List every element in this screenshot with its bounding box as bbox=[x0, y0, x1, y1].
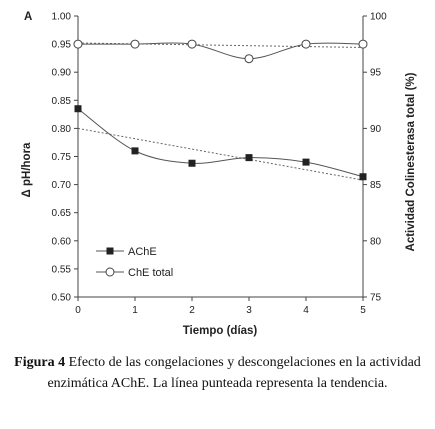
y-tick-label-left: 0.70 bbox=[52, 180, 72, 191]
y-tick-label-left: 0.95 bbox=[52, 40, 72, 51]
y-tick-label-left: 0.90 bbox=[52, 68, 72, 79]
data-point-che bbox=[358, 39, 368, 49]
y-tick-label-left: 0.80 bbox=[52, 124, 72, 135]
x-tick-label: 2 bbox=[189, 305, 195, 316]
y-tick-label-right: 75 bbox=[370, 293, 382, 304]
y-tick-label-right: 100 bbox=[370, 12, 387, 23]
x-tick-label: 5 bbox=[360, 305, 366, 316]
panel-label: A bbox=[24, 11, 32, 23]
legend-label-che: ChE total bbox=[128, 267, 173, 279]
x-axis-title: Tiempo (días) bbox=[183, 325, 258, 337]
y-tick-label-right: 95 bbox=[370, 68, 382, 79]
data-point-che bbox=[130, 39, 140, 49]
data-point-che bbox=[187, 39, 197, 49]
data-point-ache bbox=[245, 154, 253, 162]
series-line-che bbox=[78, 42, 364, 60]
y-tick-label-left: 0.85 bbox=[52, 96, 72, 107]
x-tick-label: 0 bbox=[75, 305, 81, 316]
data-point-ache bbox=[74, 105, 82, 113]
data-point-ache bbox=[188, 159, 196, 167]
chart: A 0.500.550.600.650.700.750.800.850.900.… bbox=[21, 11, 417, 337]
y-tick-label-left: 1.00 bbox=[52, 12, 72, 23]
legend-label-ache: AChE bbox=[128, 246, 157, 258]
y-axis-title-right: Actividad Colinesterasa total (%) bbox=[405, 72, 417, 251]
trend-line-che bbox=[77, 42, 364, 48]
ticks: 0.50 0.55 0.60 0.65 0.70 0.75 0.80 0.85 0.90 0.95… bbox=[52, 12, 388, 317]
legend-marker-ache bbox=[106, 247, 114, 255]
data-point-che bbox=[73, 39, 83, 49]
y-tick-label-left: 0.60 bbox=[52, 236, 72, 247]
data-point-ache bbox=[302, 158, 310, 166]
y-tick-label-right: 80 bbox=[370, 236, 382, 247]
y-tick-label-left: 0.55 bbox=[52, 264, 72, 275]
caption-text: Efecto de las congelaciones y descongela… bbox=[47, 355, 421, 391]
x-tick-label: 3 bbox=[246, 305, 252, 316]
y-tick-label-left: 0.75 bbox=[52, 152, 72, 163]
x-tick-label: 1 bbox=[132, 305, 138, 316]
series-line-ache bbox=[77, 108, 364, 178]
data-point-ache bbox=[131, 147, 139, 155]
y-tick-label-right: 85 bbox=[370, 180, 382, 191]
x-tick-label: 4 bbox=[303, 305, 309, 316]
data-point-che bbox=[244, 54, 254, 64]
y-axis-title-left: Δ pH/hora bbox=[21, 142, 33, 198]
series bbox=[73, 39, 368, 181]
y-tick-label-right: 90 bbox=[370, 124, 382, 135]
data-point-ache bbox=[359, 173, 367, 181]
axes bbox=[77, 16, 364, 298]
legend: AChE ChE total bbox=[96, 246, 173, 279]
figure-caption: Figura 4 Efecto de las congelaciones y d… bbox=[8, 352, 427, 394]
y-tick-label-left: 0.50 bbox=[52, 293, 72, 304]
trend-line-ache bbox=[77, 127, 364, 181]
trend-lines bbox=[77, 42, 364, 181]
legend-marker-che bbox=[105, 267, 115, 277]
data-point-che bbox=[301, 39, 311, 49]
y-tick-label-left: 0.65 bbox=[52, 208, 72, 219]
caption-label: Figura 4 bbox=[14, 355, 66, 370]
